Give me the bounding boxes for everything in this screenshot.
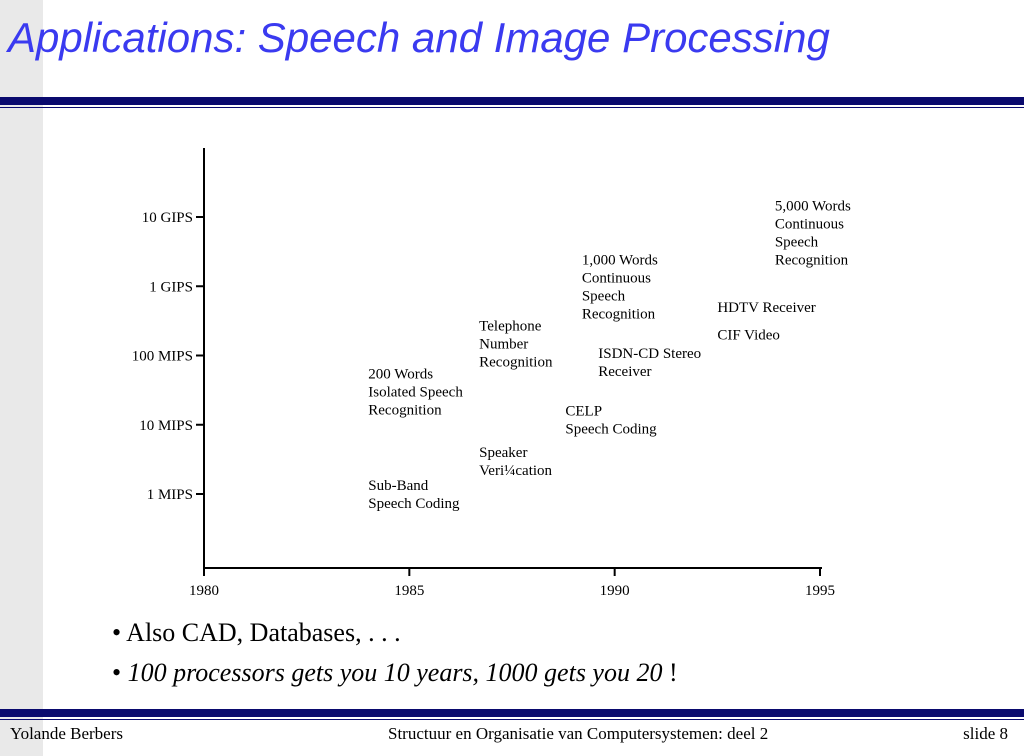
chart-annotation: 5,000 Words Continuous Speech Recognition [775,198,851,268]
annotation-line: Veri¼cation [479,463,552,479]
chart-annotation: HDTV Receiver [717,300,815,316]
annotation-line: Speech Coding [368,496,460,512]
y-tick-label: 10 MIPS [139,418,193,434]
slide-number: slide 8 [963,724,1008,743]
annotation-line: ISDN-CD Stereo [598,346,701,362]
slide-title: Applications: Speech and Image Processin… [8,14,830,61]
annotation-line: 200 Words [368,367,433,383]
x-tick-label: 1990 [600,583,630,599]
footer-author: Yolande Berbers [10,724,124,743]
annotation-line: Receiver [598,364,651,380]
y-tick-label: 10 GIPS [142,210,193,226]
title-rule [0,97,1024,108]
chart-annotation: 1,000 Words Continuous Speech Recognition [582,252,658,322]
annotation-line: Speech Coding [565,421,657,437]
footer-course: Structuur en Organisatie van Computersys… [388,724,769,743]
chart-annotation: Telephone Number Recognition [479,318,553,370]
footer-rule [0,709,1024,720]
x-tick-label: 1995 [805,583,835,599]
performance-chart: 1 MIPS 10 MIPS 100 MIPS 1 GIPS 10 GIPS 1980 1… [132,148,851,599]
x-tick-label: 1985 [394,583,424,599]
annotation-line: Isolated Speech [368,385,463,401]
bullet-item: • Also CAD, Databases, . . . [112,618,401,647]
chart-annotation: CELP Speech Coding [565,403,657,437]
slide-sidebar [0,0,43,756]
y-tick-label: 100 MIPS [132,349,193,365]
annotation-line: Continuous [775,216,844,232]
annotation-line: 1,000 Words [582,252,658,268]
annotation-line: Number [479,336,528,352]
y-tick-label: 1 GIPS [149,279,193,295]
annotation-line: CELP [565,403,602,419]
x-tick-label: 1980 [189,583,219,599]
y-tick-label: 1 MIPS [147,487,193,503]
annotation-line: HDTV Receiver [717,300,815,316]
annotation-line: Recognition [479,354,553,370]
annotation-line: 5,000 Words [775,198,851,214]
annotation-line: Speaker [479,445,527,461]
annotation-line: Sub-Band [368,478,429,494]
annotation-line: Speech [582,288,626,304]
chart-annotation: 200 Words Isolated Speech Recognition [368,367,463,419]
annotation-line: Recognition [368,403,442,419]
bullet-list: • Also CAD, Databases, . . . • 100 proce… [112,618,678,698]
chart-annotation: Speaker Veri¼cation [479,445,552,479]
chart-annotation: ISDN-CD Stereo Receiver [598,346,701,380]
chart-annotation: Sub-Band Speech Coding [368,478,460,512]
annotation-line: CIF Video [717,328,780,344]
chart-annotation: CIF Video [717,328,780,344]
annotation-line: Recognition [582,306,656,322]
annotation-line: Continuous [582,270,651,286]
bullet-item: • 100 processors gets you 10 years, 1000… [112,658,678,687]
annotation-line: Telephone [479,318,542,334]
annotation-line: Speech [775,234,819,250]
annotation-line: Recognition [775,252,849,268]
footer: Yolande Berbers Structuur en Organisatie… [0,724,1024,756]
